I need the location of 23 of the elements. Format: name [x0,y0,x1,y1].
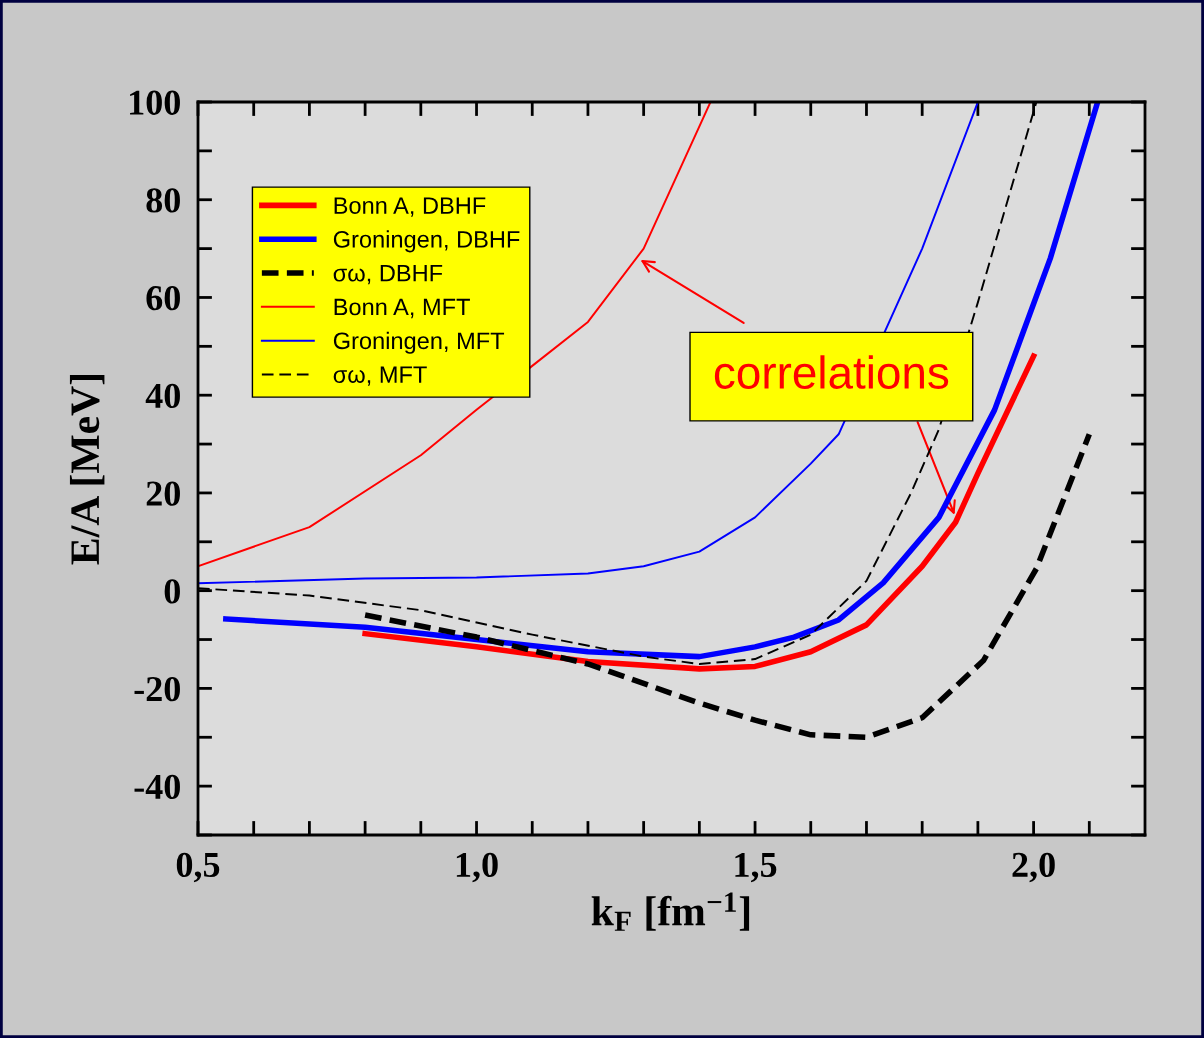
line-series [198,102,712,568]
annotation: correlations [714,355,949,389]
legend-label: Groningen, MFT [333,331,505,354]
y-tick-label: 60 [146,285,180,311]
x-tick-label: 2,0 [1012,852,1055,883]
y-tick-label: 40 [145,383,180,409]
y-axis-title: E/A [MeV] [69,374,105,565]
x-tick-label: 0,5 [176,852,220,883]
y-tick-label: 20 [146,481,180,506]
legend-label: σω, MFT [333,366,427,386]
line-series [198,102,979,585]
x-axis-title: k$_{F}$ [fm$^{−1}$] [591,892,750,931]
y-tick-label: -40 [134,774,180,800]
x-tick-label: 1,5 [735,852,777,883]
x-tick-label: 1,0 [456,852,498,883]
y-tick-label: 80 [146,188,180,213]
legend-label: Groningen, DBHF [333,230,520,253]
y-tick-label: 0 [164,579,180,604]
legend-label: Bonn A, MFT [334,298,470,319]
y-tick-label: 100 [130,90,180,115]
legend-label: σω, DBHF [333,265,443,285]
legend-label: Bonn A, DBHF [334,197,486,217]
y-tick-label: -20 [134,676,180,702]
